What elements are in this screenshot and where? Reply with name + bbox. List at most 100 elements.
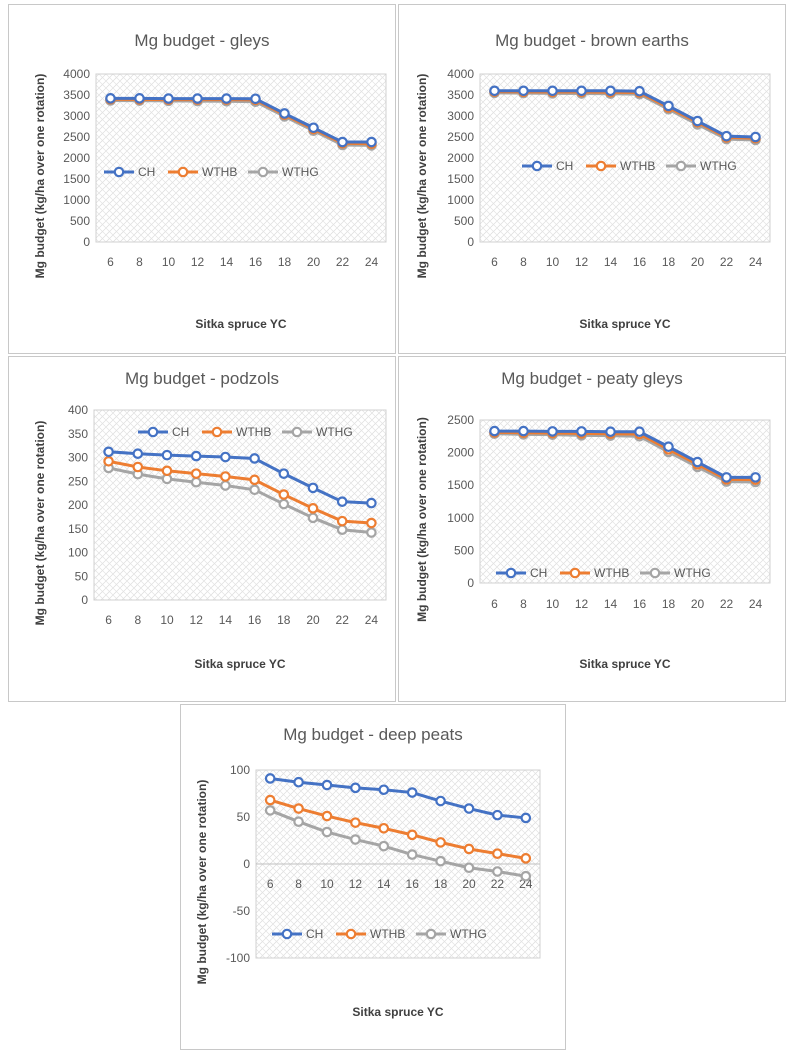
data-point-ch [105, 93, 116, 104]
data-point-wthb [350, 817, 361, 828]
y-tick-label: 1500 [63, 172, 90, 186]
series-line-wthg [108, 466, 372, 535]
x-tick-label: 8 [136, 255, 143, 269]
legend-item-ch: CH [138, 425, 189, 439]
x-tick-label: 22 [720, 597, 734, 611]
series-line-wthb [269, 798, 527, 860]
legend-swatch-marker [595, 160, 607, 172]
data-point-wthb [492, 848, 503, 859]
y-tick-label: 500 [454, 214, 474, 228]
x-tick-label: 22 [720, 255, 734, 269]
data-point-wthb [463, 843, 475, 855]
x-axis-title: Sitka spruce YC [352, 1005, 443, 1019]
data-point-ch [134, 93, 145, 104]
legend-label: CH [556, 159, 573, 173]
data-point-wthg [492, 866, 503, 877]
y-tick-label: 50 [75, 569, 89, 583]
y-tick-label: 500 [70, 214, 90, 228]
data-point-ch [221, 93, 232, 104]
data-point-ch [307, 482, 319, 494]
data-point-wthg [264, 805, 276, 816]
x-tick-label: 24 [749, 255, 763, 269]
series-line-wthg [494, 432, 756, 484]
legend-item-wthb: WTHB [202, 425, 271, 439]
data-point-ch [308, 122, 319, 134]
legend-item-wthg: WTHG [248, 165, 319, 179]
x-tick-label: 24 [365, 255, 379, 269]
x-tick-label: 6 [267, 877, 274, 891]
y-tick-label: 3500 [447, 88, 474, 102]
x-tick-label: 16 [633, 597, 647, 611]
data-point-wthg [520, 870, 532, 882]
x-tick-label: 14 [220, 255, 234, 269]
data-point-ch [721, 472, 732, 483]
data-point-ch [750, 472, 761, 483]
y-tick-label: 1500 [447, 478, 474, 492]
legend-swatch-marker [531, 160, 543, 172]
x-tick-label: 10 [160, 613, 174, 627]
chart-title: Mg budget - deep peats [283, 725, 463, 744]
data-point-wthb [336, 515, 348, 527]
data-point-ch [278, 468, 290, 479]
legend-label: CH [138, 165, 155, 179]
data-point-ch [721, 130, 732, 142]
x-tick-label: 6 [491, 597, 498, 611]
legend-item-wthg: WTHG [666, 159, 737, 173]
plot-area [93, 409, 387, 601]
chart-panel-podzols: Mg budget - podzols 0 50 100 150 200 250 300 350… [8, 356, 396, 702]
chart-svg-podzols: Mg budget - podzols 0 50 100 150 200 250 300 350… [33, 369, 387, 671]
data-point-ch [378, 784, 390, 796]
series-line-wthg [269, 809, 527, 878]
data-point-ch [520, 812, 532, 824]
legend-swatch-marker [649, 567, 661, 579]
chart-title: Mg budget - brown earths [495, 31, 689, 50]
x-tick-label: 6 [491, 255, 498, 269]
legend-label: WTHG [674, 566, 711, 580]
chart-panel-gleys: Mg budget - gleys 0 500 1000 1500 2000 2500 300… [8, 4, 396, 354]
plot-area [479, 419, 771, 584]
x-tick-label: 20 [307, 255, 321, 269]
data-point-ch [293, 776, 304, 788]
x-tick-label: 22 [491, 877, 505, 891]
y-tick-label: -50 [233, 904, 251, 918]
data-point-wthb [190, 468, 202, 479]
x-tick-label: 12 [575, 597, 589, 611]
legend-label: WTHB [236, 425, 271, 439]
data-point-ch [750, 131, 761, 143]
data-point-wthg [220, 480, 231, 491]
x-tick-label: 14 [604, 597, 618, 611]
legend-item-ch: CH [522, 159, 573, 173]
x-tick-label: 14 [377, 877, 391, 891]
y-axis-title: Mg budget (kg/ha over one rotation) [33, 74, 47, 279]
x-tick-label: 14 [219, 613, 233, 627]
series-line-wthb [494, 430, 756, 482]
data-point-wthb [161, 465, 173, 477]
data-point-ch [605, 85, 616, 97]
legend-label: WTHG [700, 159, 737, 173]
legend-label: WTHG [450, 927, 487, 941]
y-tick-label: 100 [230, 763, 250, 777]
data-point-ch [692, 115, 703, 127]
x-tick-label: 20 [691, 255, 705, 269]
data-point-ch [406, 787, 418, 798]
y-axis-title: Mg budget (kg/ha over one rotation) [195, 780, 209, 985]
x-tick-label: 8 [520, 255, 527, 269]
data-point-ch [547, 85, 558, 97]
x-tick-label: 18 [278, 255, 292, 269]
x-tick-label: 8 [520, 597, 527, 611]
y-tick-label: 3000 [447, 109, 474, 123]
y-tick-label: 2000 [447, 151, 474, 165]
legend-item-wthb: WTHB [586, 159, 655, 173]
x-tick-label: 6 [107, 255, 114, 269]
x-tick-label: 16 [248, 613, 262, 627]
x-tick-label: 12 [575, 255, 589, 269]
data-point-ch [249, 453, 260, 464]
data-point-wthb [378, 822, 390, 834]
data-point-ch [576, 85, 587, 97]
chart-svg-gleys: Mg budget - gleys 0 500 1000 1500 2000 2500 300… [33, 31, 387, 331]
chart-svg-brown-earths: Mg budget - brown earths 0 500 1000 1500 2000… [415, 31, 771, 331]
x-tick-label: 24 [749, 597, 763, 611]
data-point-wthb [220, 471, 231, 482]
x-axis-title: Sitka spruce YC [579, 657, 670, 671]
data-point-ch [250, 93, 261, 105]
